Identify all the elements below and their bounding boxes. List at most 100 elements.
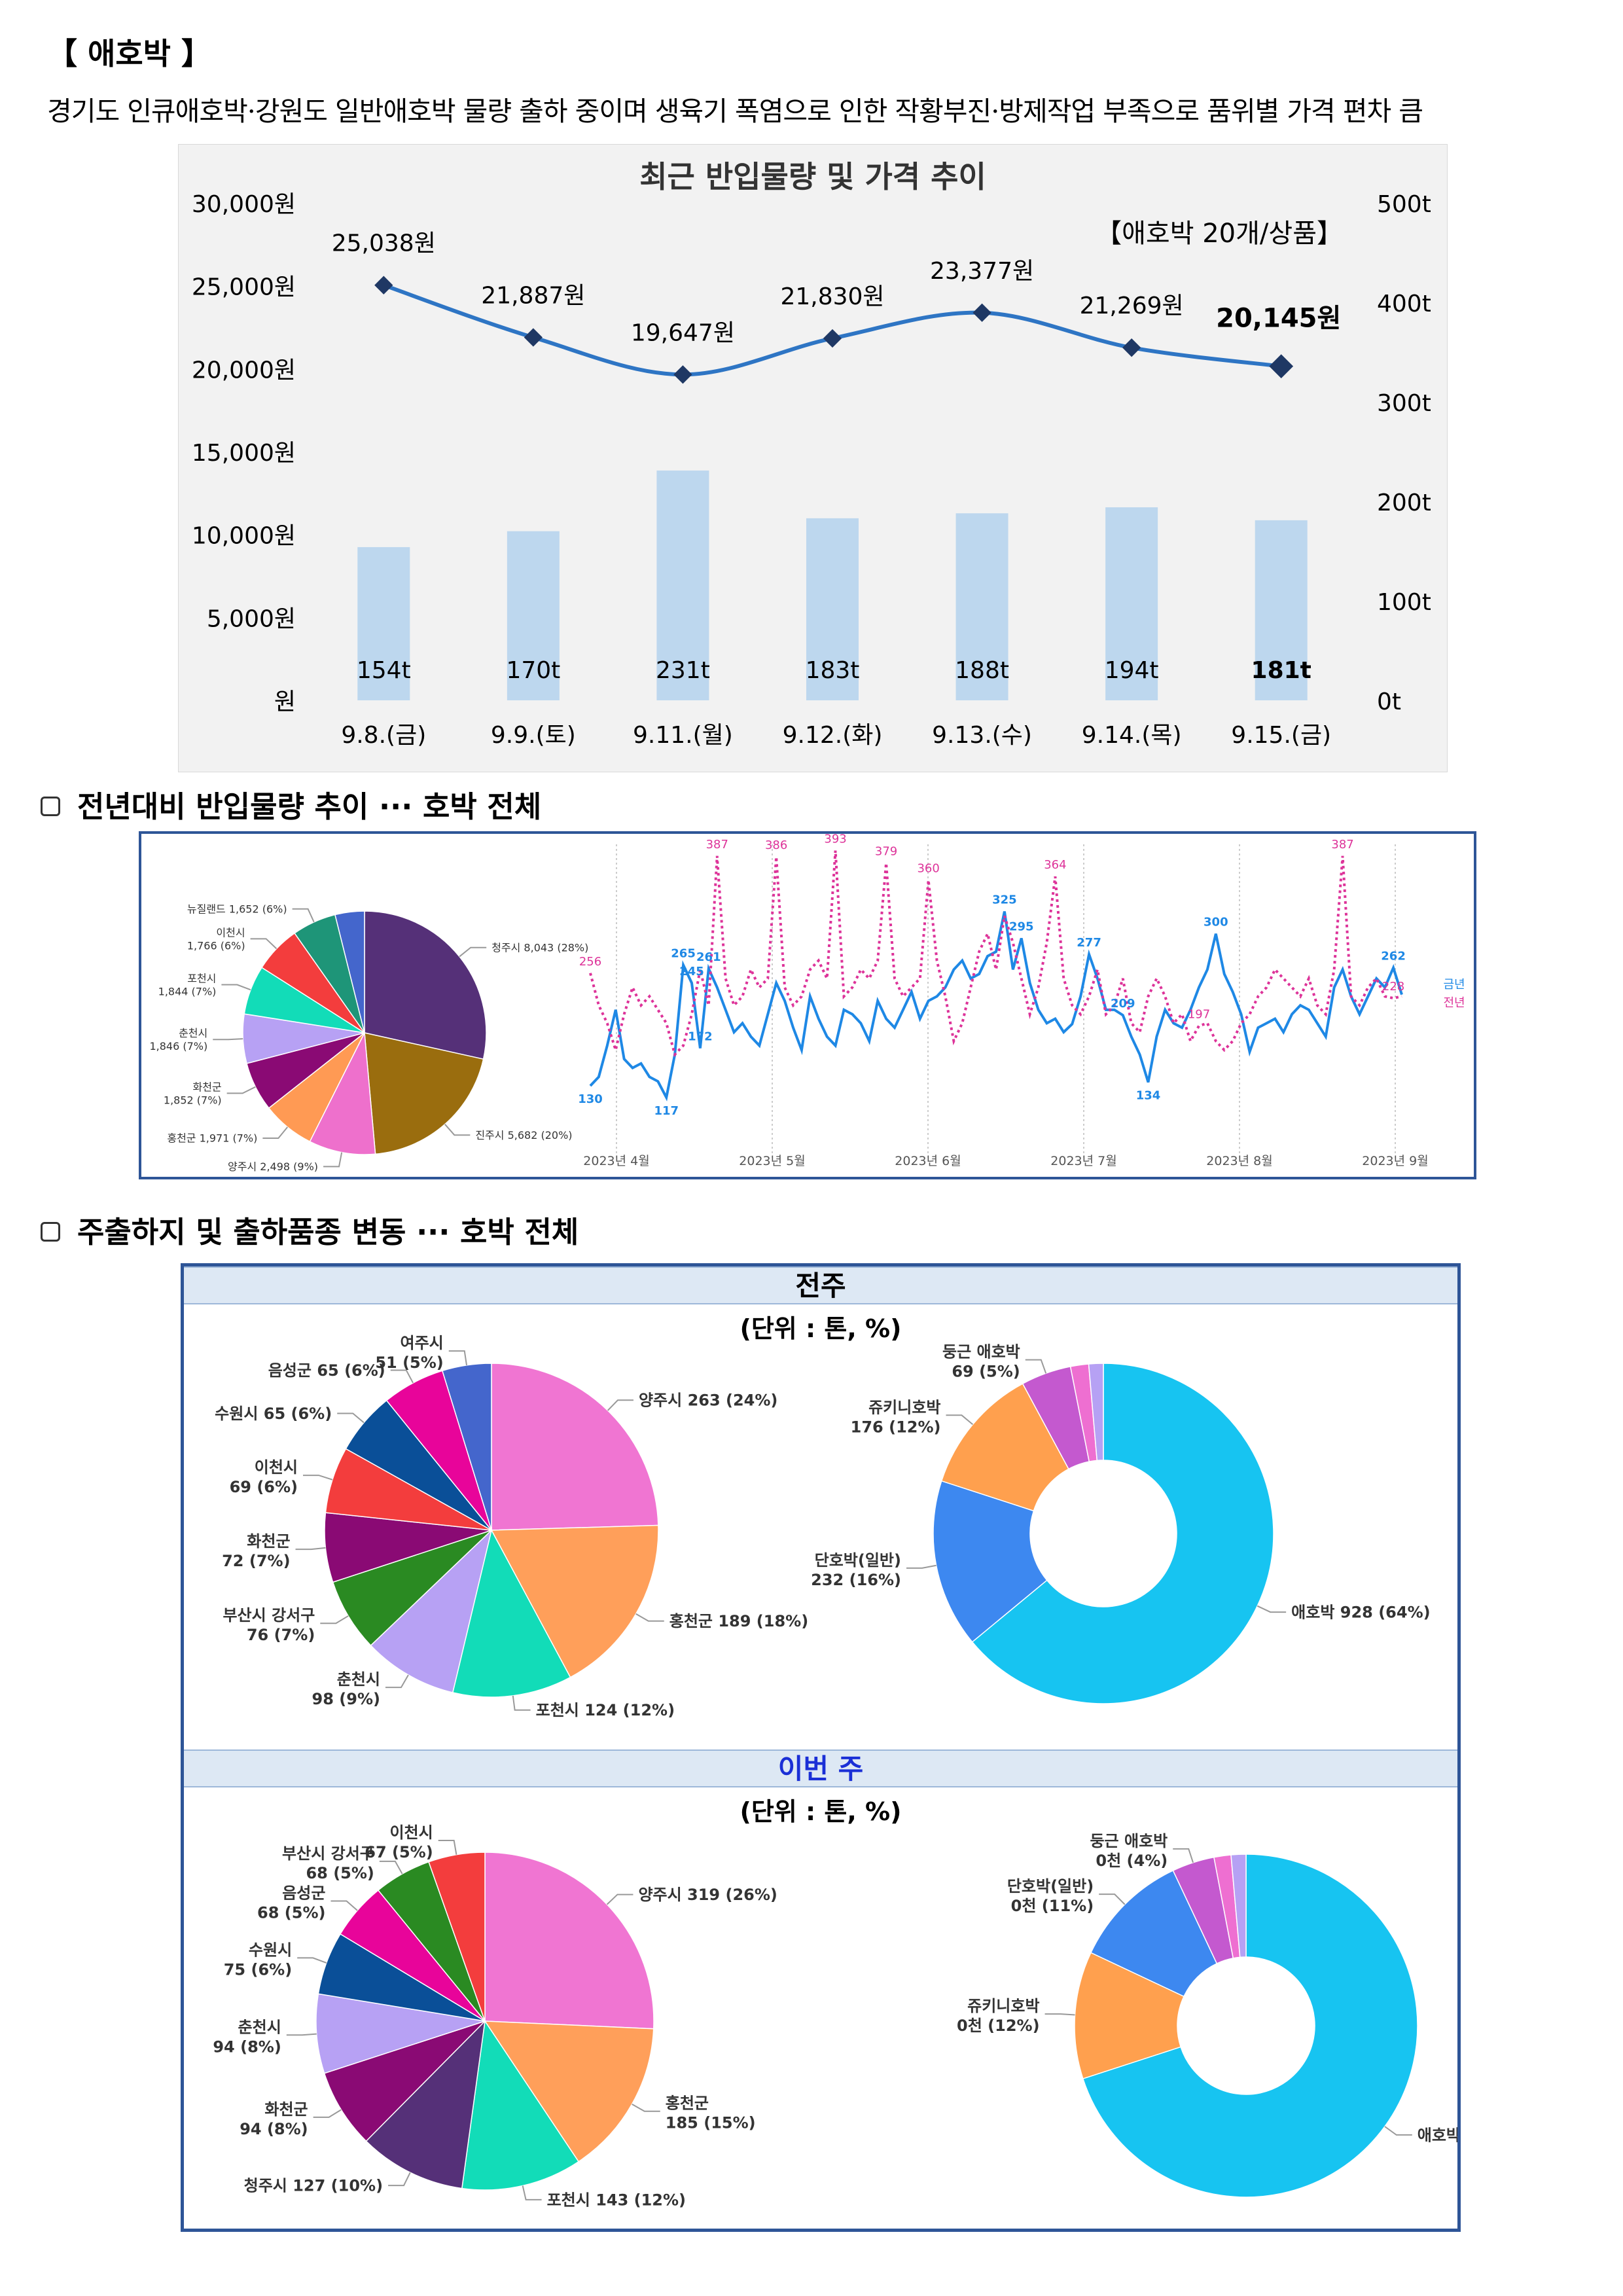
slice-label: 뉴질랜드 1,652 (6%) — [187, 903, 287, 915]
series-line — [589, 911, 1403, 1102]
slice-label: 양주시 2,498 (9%) — [228, 1160, 318, 1173]
point-label: 245 — [679, 965, 704, 978]
weekly-origin-panel: 전주 (단위 : 톤, %) 이번 주 (단위 : 톤, %) 양주시 263 … — [181, 1263, 1461, 2232]
callout-line — [1025, 1359, 1047, 1374]
right-tick-label: 400t — [1377, 291, 1431, 317]
point-label: 386 — [765, 838, 787, 852]
bar-series: 154t 170t 231t 183t 188t 194t 181t — [357, 470, 1311, 700]
month-label: 2023년 9월 — [1362, 1154, 1428, 1168]
callout-line — [1384, 2126, 1412, 2136]
x-axis-labels: 9.8.(금) 9.9.(토) 9.11.(월) 9.12.(화) 9.13.(수) 9.… — [341, 722, 1331, 749]
point-label: 262 — [1381, 950, 1406, 963]
pie-slice — [1230, 1854, 1247, 1958]
price-point — [673, 365, 692, 384]
callout-line — [221, 984, 251, 991]
volume-label: 194t — [1105, 657, 1159, 684]
this-week-origin-pie: 양주시 319 (26%) 홍천군 185 (15%) 포천시 143 (12%) 청주… — [213, 1823, 777, 2209]
callout-line — [337, 1412, 365, 1424]
callout-line — [635, 1613, 664, 1622]
right-tick-label: 500t — [1377, 191, 1431, 218]
left-tick-label: 25,000원 — [192, 274, 296, 301]
volume-label: 154t — [357, 657, 411, 684]
slice-label: 쥬키니호박 176 (12%) — [851, 1398, 941, 1436]
point-label: 295 — [1009, 920, 1034, 934]
recent-price-volume-chart: 최근 반입물량 및 가격 추이 【애호박 20개/상품】 원 5,000원 10,0… — [178, 144, 1448, 772]
callout-line — [459, 946, 487, 958]
pie-slice — [1088, 1363, 1104, 1462]
callout-line — [1173, 1848, 1194, 1863]
market-summary: 경기도 인큐애호박·강원도 일반애호박 물량 출하 중이며 생육기 폭염으로 인… — [47, 96, 1423, 127]
slice-label: 수원시 75 (6%) — [224, 1941, 292, 1979]
pie-slice — [491, 1363, 659, 1531]
slice-label: 여주시 51 (5%) — [375, 1334, 443, 1372]
point-label: 300 — [1204, 916, 1228, 929]
chart-annotation: 【애호박 20개/상품】 — [1096, 219, 1343, 249]
month-label: 2023년 8월 — [1206, 1154, 1272, 1168]
slice-label: 홍천군 189 (18%) — [669, 1612, 808, 1630]
slice-label: 부산시 강서구 68 (5%) — [282, 1844, 374, 1882]
point-label: 261 — [696, 950, 721, 964]
left-tick-label: 10,000원 — [192, 523, 296, 550]
point-label: 130 — [578, 1092, 603, 1106]
slice-label: 양주시 319 (26%) — [638, 1886, 777, 1904]
pie-slice — [971, 1363, 1274, 1704]
callout-line — [379, 1860, 403, 1874]
slice-label: 음성군 65 (6%) — [268, 1361, 385, 1380]
left-axis-ticks: 원 5,000원 10,000원 15,000원 20,000원 25,000원 30,00… — [192, 191, 1431, 715]
point-label: 172 — [688, 1030, 713, 1044]
callout-line — [330, 1900, 358, 1911]
callout-line — [946, 1414, 974, 1426]
point-label: 379 — [875, 845, 897, 859]
origin-heading: 주출하지 및 출하품종 변동 ··· 호박 전체 — [41, 1208, 579, 1251]
callout-line — [323, 1152, 343, 1168]
slice-label: 춘천시 94 (8%) — [213, 2018, 281, 2056]
prev-week-unit: (단위 : 톤, %) — [740, 1314, 902, 1343]
price-label: 21,269원 — [1080, 293, 1184, 319]
volume-label: 183t — [806, 657, 860, 684]
slice-label: 애호박 1천 (70%) — [1418, 2126, 1457, 2144]
this-week-title: 이번 주 — [184, 1749, 1457, 1787]
volume-bar — [507, 531, 560, 700]
volume-bar — [955, 513, 1008, 700]
slice-label: 이천시 69 (6%) — [230, 1458, 298, 1496]
volume-label: 188t — [955, 657, 1009, 684]
callout-line — [448, 1350, 468, 1365]
slice-label: 둥근 애호박 69 (5%) — [942, 1343, 1020, 1381]
slice-label: 애호박 928 (64%) — [1291, 1603, 1430, 1621]
slice-label: 진주시 5,682 (20%) — [475, 1129, 572, 1141]
callout-line — [320, 1615, 349, 1624]
x-tick-label: 9.12.(화) — [783, 722, 883, 749]
slice-label: 화천군 94 (8%) — [240, 2100, 308, 2138]
callout-line — [313, 2109, 342, 2118]
slice-label: 홍천군 185 (15%) — [666, 2094, 756, 2132]
volume-bar — [806, 518, 859, 700]
price-label: 25,038원 — [332, 230, 436, 257]
x-tick-label: 9.8.(금) — [341, 722, 426, 749]
slice-label: 청주시 127 (10%) — [244, 2176, 383, 2195]
slice-label: 수원시 65 (6%) — [215, 1405, 332, 1423]
slice-label: 춘천시 98 (9%) — [312, 1670, 380, 1708]
price-point — [1269, 354, 1294, 379]
callout-line — [1257, 1605, 1287, 1613]
callout-line — [286, 2033, 317, 2036]
slice-label: 화천군 1,852 (7%) — [164, 1081, 222, 1106]
pie-slice — [933, 1480, 1048, 1643]
yoy-origin-pie: 청주시 8,043 (28%) 진주시 5,682 (20%) 양주시 2,498 … — [149, 903, 588, 1173]
pie-slice — [334, 910, 365, 1033]
callout-line — [1044, 2013, 1075, 2016]
callout-line — [906, 1564, 936, 1569]
callout-line — [390, 1369, 414, 1384]
slice-label: 쥬키니호박 0천 (12%) — [957, 1997, 1040, 2035]
point-label: 387 — [706, 838, 728, 852]
slice-label: 포천시 124 (12%) — [536, 1701, 675, 1719]
slice-label: 단호박(일반) 0천 (11%) — [1007, 1877, 1094, 1915]
slice-label: 춘천시 1,846 (7%) — [149, 1027, 207, 1052]
line-series: 25,038원 21,887원 19,647원 21,830원 23,377원 21,26… — [332, 230, 1341, 384]
slice-label: 홍천군 1,971 (7%) — [167, 1132, 257, 1145]
callout-line — [297, 1957, 327, 1964]
point-label: 134 — [1136, 1089, 1161, 1103]
callout-line — [522, 2185, 542, 2200]
pie-slice — [484, 2020, 654, 2162]
callout-line — [388, 2172, 411, 2187]
point-label: 117 — [654, 1104, 679, 1118]
